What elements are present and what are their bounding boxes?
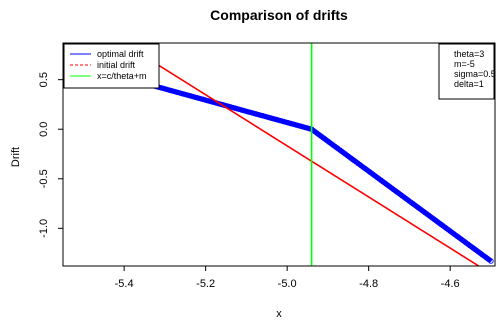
y-axis-label: Drift (10, 147, 22, 167)
annotation-line: m=-5 (454, 59, 475, 69)
y-tick-label: 0.5 (38, 72, 50, 87)
annotation-line: sigma=0.5 (454, 69, 496, 79)
x-tick-label: -5.0 (278, 278, 297, 290)
series-point-optimal-drift (488, 258, 494, 264)
plot-frame (62, 42, 496, 267)
legend-label: x=c/theta+m (97, 71, 147, 81)
chart-title: Comparison of drifts (210, 7, 348, 23)
annotation-box (438, 43, 495, 100)
x-tick-label: -4.8 (359, 278, 378, 290)
legend-label: optimal drift (97, 49, 144, 59)
x-axis-label: x (276, 308, 282, 320)
y-axis: -1.0 -0.5 0.0 0.5 (38, 72, 63, 238)
x-tick-label: -5.2 (196, 278, 215, 290)
x-tick-label: -4.6 (441, 278, 460, 290)
x-tick-label: -5.4 (115, 278, 134, 290)
y-tick-label: 0.0 (38, 122, 50, 137)
x-axis: -5.4 -5.2 -5.0 -4.8 -4.6 (115, 266, 460, 290)
legend-box (63, 43, 160, 89)
y-tick-label: -0.5 (38, 169, 50, 188)
annotation-line: theta=3 (454, 49, 484, 59)
y-tick-label: -1.0 (38, 219, 50, 238)
series-line-optimal-drift (63, 58, 493, 263)
annotation-line: delta=1 (454, 79, 484, 89)
legend-label: initial drift (97, 60, 136, 70)
